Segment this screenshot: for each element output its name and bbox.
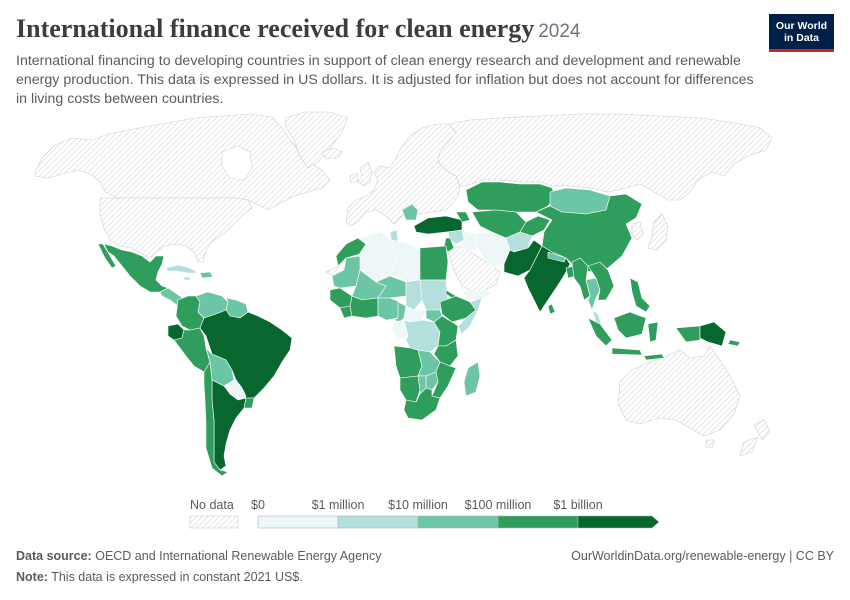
country-uk [357, 161, 373, 187]
country-yemen [461, 289, 493, 301]
title-year: 2024 [538, 21, 581, 42]
region-caucasus [455, 211, 471, 223]
legend-no-data-label: No data [190, 498, 234, 512]
legend-tick-0: $0 [251, 498, 265, 512]
country-sri-lanka [547, 303, 556, 315]
legend-bin-3[interactable] [417, 515, 499, 529]
title-text: International finance received for clean… [16, 14, 535, 43]
country-indonesia-sumatra [587, 317, 613, 347]
region-congo-gabon [391, 319, 409, 341]
country-indonesia-sulawesi [647, 321, 659, 343]
country-usa [99, 197, 253, 263]
country-angola [393, 345, 423, 379]
owid-logo[interactable]: Our World in Data [769, 14, 834, 52]
country-papua-new-guinea [699, 321, 727, 347]
country-mexico-baja [97, 243, 117, 269]
country-canada [34, 113, 331, 211]
country-madagascar [463, 361, 481, 397]
country-mongolia [549, 187, 611, 215]
legend-bin-4[interactable] [497, 515, 579, 529]
country-kazakhstan [465, 181, 557, 213]
country-namibia [399, 375, 421, 403]
country-dr-congo [403, 319, 441, 353]
country-ecuador [167, 323, 185, 341]
data-source-label: Data source: [16, 549, 92, 563]
region-senegal-guinea [329, 287, 353, 309]
country-philippines [629, 277, 651, 313]
country-indonesia-papua [675, 325, 701, 343]
region-balkans [401, 203, 419, 221]
country-iceland [321, 147, 343, 160]
country-indonesia-borneo [613, 311, 647, 339]
country-egypt [419, 245, 449, 281]
note-line: Note: This data is expressed in constant… [16, 569, 303, 585]
note-text: This data is expressed in constant 2021 … [51, 570, 303, 584]
region-west-africa-coast [349, 295, 379, 319]
logo-line-1: Our World [775, 19, 828, 32]
country-russia [437, 113, 773, 201]
country-indonesia-java [611, 347, 643, 356]
hudson-bay [221, 145, 253, 181]
legend-bin-2[interactable] [337, 515, 419, 529]
country-indonesia-lesser-sunda [643, 353, 665, 361]
country-japan [647, 213, 669, 251]
country-cuba [165, 264, 199, 274]
country-niger [375, 275, 407, 299]
country-new-zealand-north [753, 419, 771, 441]
country-korea [631, 221, 644, 241]
legend-tick-2: $10 million [388, 498, 448, 512]
country-malaysia [591, 309, 603, 327]
legend-tick-4: $1 billion [553, 498, 603, 512]
country-jamaica [183, 276, 191, 281]
region-indochina [587, 261, 615, 301]
legend-tick-1: $1 million [311, 498, 365, 512]
country-new-zealand-south [739, 436, 759, 457]
country-chad [405, 279, 423, 311]
country-south-africa [403, 387, 441, 421]
island-hispaniola [199, 271, 214, 279]
legend-tick-3: $100 million [464, 498, 532, 512]
world-map [34, 111, 773, 477]
legend-bin-5[interactable] [577, 515, 660, 529]
country-chile [203, 361, 229, 477]
data-source-text[interactable]: OECD and International Renewable Energy … [95, 549, 382, 563]
country-mexico [103, 243, 169, 293]
data-source-line: Data source: OECD and International Rene… [16, 548, 382, 564]
chart-subtitle: International financing to developing co… [16, 53, 754, 107]
country-somalia [457, 297, 483, 335]
country-australia-tasmania [705, 439, 715, 449]
country-uruguay [243, 397, 255, 409]
country-nepal [547, 251, 567, 263]
legend-bin-1[interactable] [257, 515, 339, 529]
note-label: Note: [16, 570, 48, 584]
logo-line-2: in Data [783, 31, 819, 44]
country-tanzania [433, 339, 459, 367]
source-url[interactable]: OurWorldinData.org/renewable-energy | CC… [571, 549, 834, 563]
country-australia [617, 345, 741, 437]
country-nigeria [377, 297, 401, 321]
color-legend [189, 515, 660, 529]
legend-no-data-swatch[interactable] [189, 515, 239, 529]
country-ireland [349, 172, 359, 184]
chart-title: International finance received for clean… [16, 12, 581, 49]
country-solomon-islands [727, 339, 741, 347]
country-paraguay [227, 379, 247, 401]
country-india [523, 245, 571, 313]
